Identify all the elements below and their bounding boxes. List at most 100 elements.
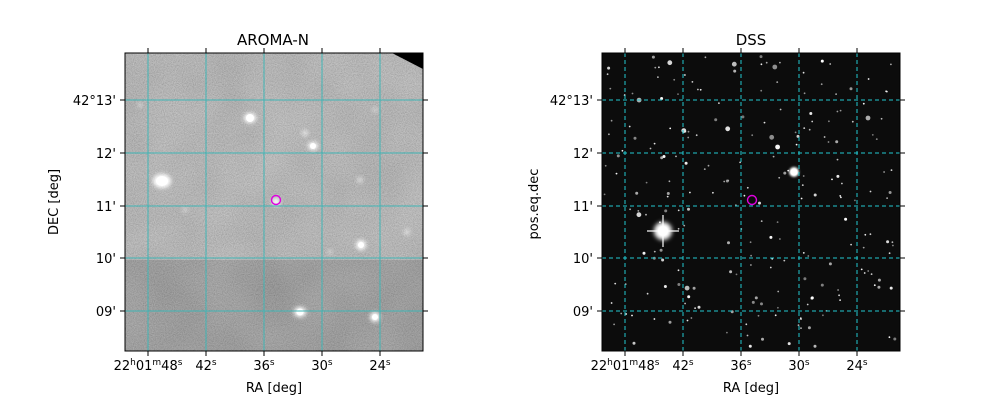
star (823, 136, 826, 138)
aroma-n-ra-tick-label: 22h01m48s (114, 358, 183, 374)
star (759, 55, 763, 59)
star (890, 63, 892, 66)
dss-ra-tick-label: 42s (672, 358, 694, 374)
star (689, 191, 691, 194)
dss-ra-tick-label: 24s (846, 358, 868, 374)
dss-ra-tick-label: 36s (730, 358, 752, 374)
star (820, 83, 823, 86)
star (835, 140, 839, 144)
star (776, 221, 779, 224)
star (862, 246, 865, 249)
star (649, 147, 652, 150)
star (886, 197, 888, 200)
star (633, 136, 637, 140)
star (631, 314, 633, 317)
star (657, 76, 659, 78)
star (869, 233, 872, 236)
dss-y-label: pos.eq.dec (527, 169, 542, 240)
star (754, 296, 758, 300)
star (629, 208, 631, 211)
star (865, 115, 871, 121)
star (646, 292, 649, 295)
star (828, 262, 832, 266)
star (772, 64, 778, 70)
star (741, 115, 745, 119)
aroma-n-dec-tick-label: 10' (96, 252, 116, 267)
star (844, 217, 848, 221)
dss-ra-tick-label: 30s (788, 358, 810, 374)
star (704, 56, 707, 59)
star (697, 88, 699, 91)
star (660, 156, 664, 160)
star (683, 224, 686, 227)
star (811, 120, 814, 123)
dss-stars (603, 55, 897, 348)
target-marker-circle (746, 194, 758, 206)
star (653, 250, 656, 253)
star (610, 302, 613, 304)
star (873, 284, 876, 287)
star (760, 89, 763, 92)
star (777, 290, 780, 293)
star (760, 302, 763, 306)
star (839, 109, 842, 112)
star (758, 201, 761, 205)
star (769, 266, 772, 269)
star (802, 252, 805, 254)
star (813, 344, 817, 348)
star (803, 92, 806, 95)
star (774, 314, 777, 317)
star (677, 283, 681, 286)
dss-ra-tick-label: 22h01m48s (591, 358, 660, 374)
star (839, 195, 842, 197)
star (870, 273, 873, 275)
star (727, 241, 730, 245)
aroma-n-grid (125, 53, 423, 351)
star (869, 190, 872, 193)
star (654, 66, 657, 69)
star (625, 313, 628, 315)
star (725, 126, 731, 132)
star (850, 243, 852, 246)
star (779, 238, 781, 240)
star (888, 191, 892, 194)
star (802, 175, 805, 177)
star (684, 74, 686, 76)
star (772, 155, 775, 158)
star (703, 168, 706, 171)
star (860, 268, 863, 271)
star (746, 334, 749, 337)
star (677, 209, 680, 212)
star (783, 259, 786, 262)
star (840, 196, 842, 199)
aroma-n-ra-tick-label: 24s (369, 358, 391, 374)
star (877, 285, 881, 289)
star (800, 318, 802, 320)
star (610, 119, 613, 122)
star (642, 251, 646, 255)
aroma-n-panel: AROMA-N (47, 31, 428, 396)
dss-ticks (597, 48, 905, 356)
star (867, 270, 870, 272)
star (684, 302, 686, 305)
dss-dec-tick-label: 42°13' (550, 94, 593, 109)
star (885, 90, 887, 93)
star (829, 63, 832, 65)
star (802, 71, 805, 74)
star (684, 285, 690, 291)
star (694, 307, 696, 309)
star (838, 294, 840, 297)
star (813, 193, 817, 197)
star (677, 269, 680, 272)
star (666, 192, 670, 195)
star (731, 61, 737, 67)
star (714, 118, 718, 122)
aroma-n-ticks (120, 48, 428, 356)
star (769, 134, 775, 140)
star (725, 179, 729, 183)
star (794, 131, 797, 134)
star (745, 323, 748, 326)
aroma-n-ra-tick-label: 36s (253, 358, 275, 374)
dss-dec-tick-label: 12' (573, 147, 593, 162)
